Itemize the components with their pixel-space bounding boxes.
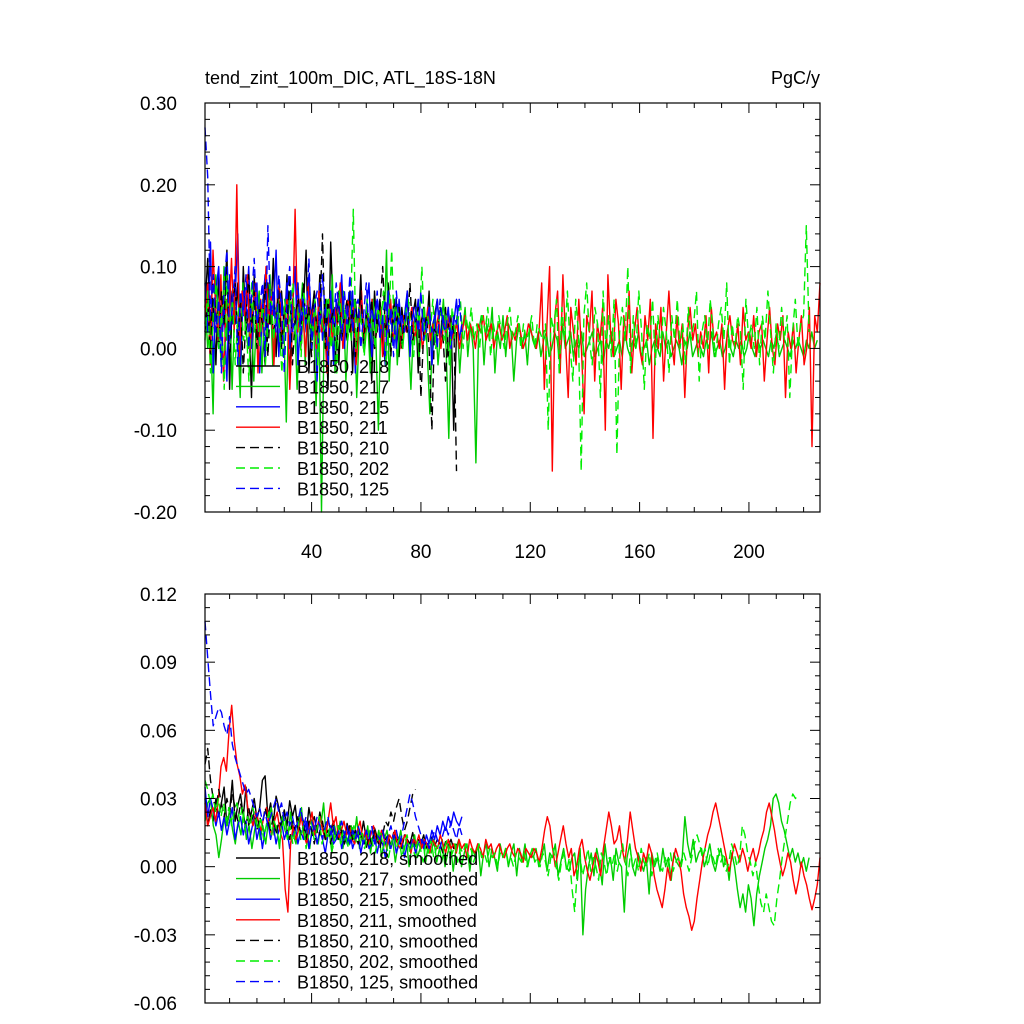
- top-chart-frame: [204, 102, 821, 513]
- top-legend-label: B1850, 202: [297, 459, 389, 479]
- bottom-legend-label: B1850, 125, smoothed: [297, 973, 478, 993]
- bottom-ytick-label: 0.00: [140, 858, 177, 879]
- top-ytick-label: 0.00: [140, 339, 177, 360]
- top-ytick-label: 0.20: [140, 176, 177, 197]
- top-legend-label: B1850, 215: [297, 398, 389, 418]
- top-legend-label: B1850, 210: [297, 439, 389, 459]
- top-legend-label: B1850, 125: [297, 479, 389, 499]
- top-chart-title: tend_zint_100m_DIC, ATL_18S-18N: [205, 68, 496, 89]
- top-legend-label: B1850, 218: [297, 357, 389, 377]
- top-ytick-label: -0.20: [134, 503, 177, 524]
- bottom-chart-tick-layer: 0.12 0.09 0.06 0.03 0.00 -0.03 -0.06: [134, 585, 820, 1015]
- top-chart-series-layer: [204, 127, 821, 513]
- bottom-chart-frame: [204, 593, 821, 1004]
- bottom-legend-label: B1850, 217, smoothed: [297, 870, 478, 890]
- bottom-ytick-label: 0.12: [140, 585, 177, 606]
- bottom-chart-series-layer: [204, 621, 821, 936]
- bottom-legend-label: B1850, 215, smoothed: [297, 890, 478, 910]
- top-ytick-label: -0.10: [134, 421, 177, 442]
- top-chart-panel: tend_zint_100m_DIC, ATL_18S-18N PgC/y 0.…: [134, 68, 821, 563]
- top-legend-label: B1850, 217: [297, 377, 389, 397]
- bottom-series-line-4: [204, 747, 417, 850]
- bottom-chart-panel: 0.12 0.09 0.06 0.03 0.00 -0.03 -0.06 B1850, 21…: [134, 585, 821, 1015]
- top-series-line-5: [204, 208, 810, 472]
- top-xtick-label: 80: [410, 542, 431, 563]
- top-ytick-label: 0.30: [140, 94, 177, 115]
- bottom-ytick-label: 0.03: [140, 790, 177, 811]
- bottom-legend-label: B1850, 210, smoothed: [297, 931, 478, 951]
- top-series-line-0: [204, 241, 458, 431]
- top-xtick-label: 160: [624, 542, 656, 563]
- top-chart-tick-layer: 0.30 0.20 0.10 0.00 -0.10 -0.20 40 80 120 160 200: [134, 94, 820, 563]
- bottom-ytick-label: -0.06: [134, 994, 177, 1015]
- top-xtick-label: 40: [301, 542, 322, 563]
- bottom-legend-label: B1850, 218, smoothed: [297, 849, 478, 869]
- bottom-legend-label: B1850, 202, smoothed: [297, 952, 478, 972]
- bottom-ytick-label: 0.06: [140, 721, 177, 742]
- top-chart-units: PgC/y: [771, 68, 820, 88]
- top-xtick-label: 120: [514, 542, 546, 563]
- bottom-ytick-label: -0.03: [134, 926, 177, 947]
- bottom-ytick-label: 0.09: [140, 653, 177, 674]
- bottom-series-line-2: [204, 787, 463, 859]
- bottom-series-line-6: [204, 621, 463, 850]
- top-ytick-label: 0.10: [140, 258, 177, 279]
- top-series-line-6: [204, 127, 463, 374]
- bottom-legend-label: B1850, 211, smoothed: [297, 911, 477, 931]
- top-legend-label: B1850, 211: [297, 418, 388, 438]
- top-xtick-label: 200: [733, 542, 765, 563]
